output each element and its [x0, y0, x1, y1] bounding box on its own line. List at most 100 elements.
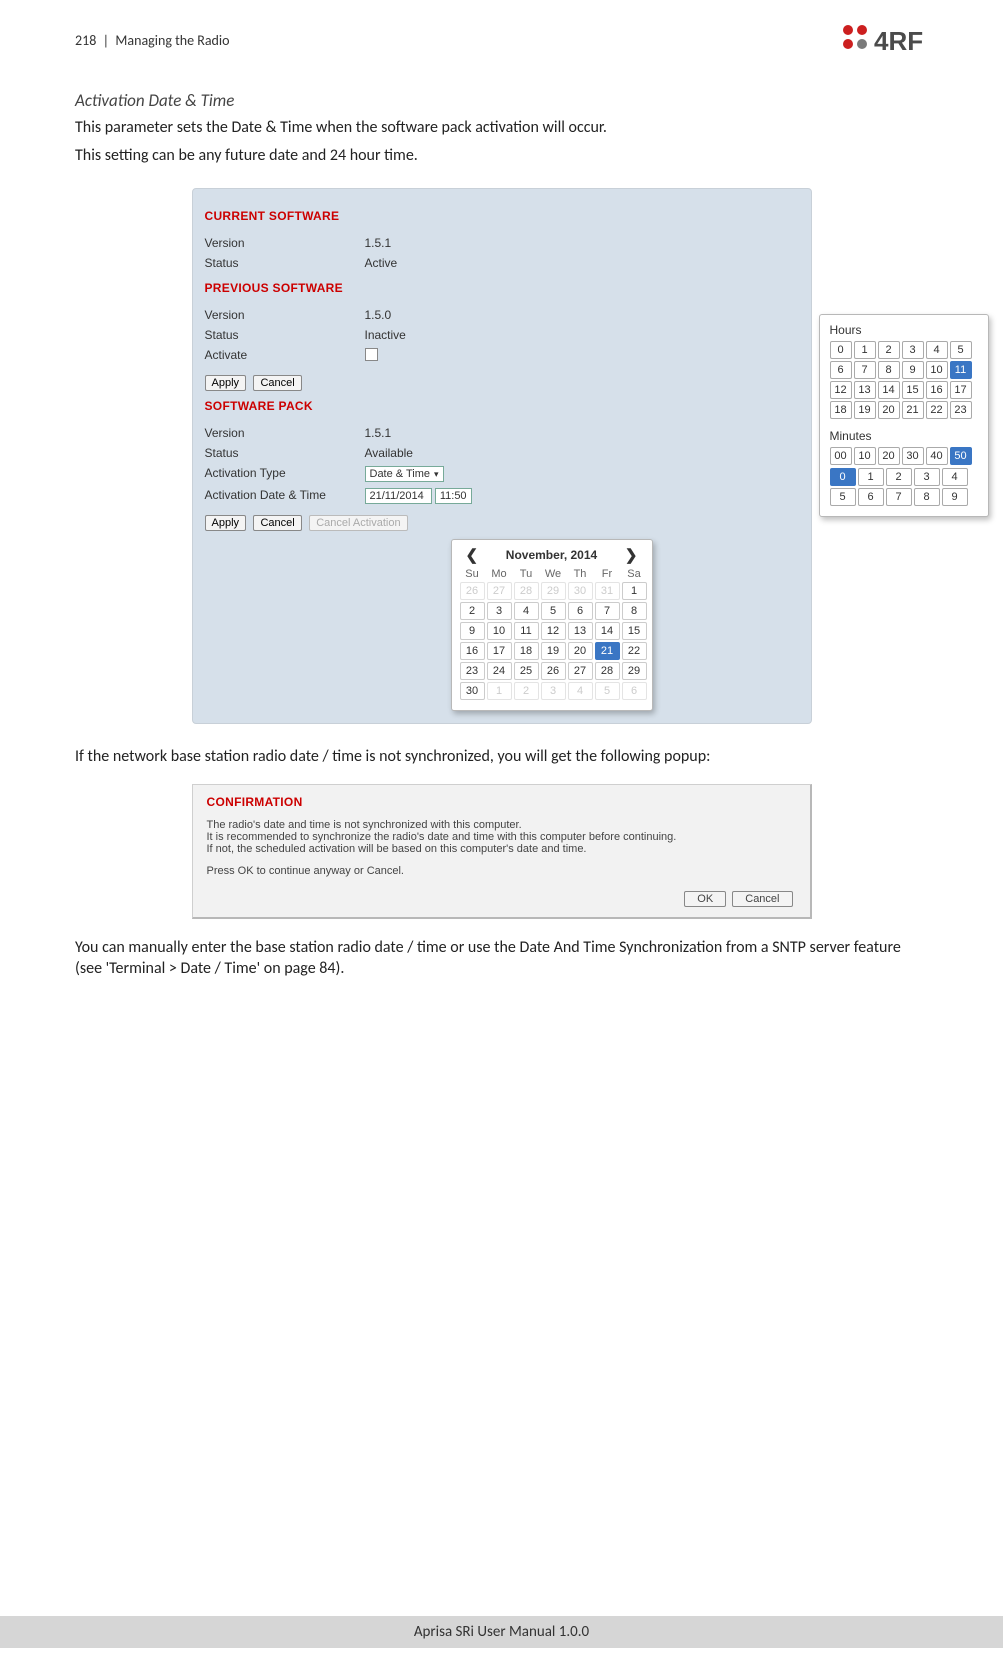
- hour-cell[interactable]: 14: [878, 381, 900, 399]
- confirmation-cancel-button[interactable]: Cancel: [732, 891, 792, 907]
- minute-ones-cell[interactable]: 1: [858, 468, 884, 486]
- activate-checkbox[interactable]: [365, 348, 378, 361]
- minute-ones-cell[interactable]: 9: [942, 488, 968, 506]
- day-cell[interactable]: 5: [541, 602, 566, 620]
- minute-tens-cell[interactable]: 20: [878, 447, 900, 465]
- day-cell[interactable]: 3: [487, 602, 512, 620]
- day-cell-muted[interactable]: 6: [622, 682, 647, 700]
- day-cell-muted[interactable]: 30: [568, 582, 593, 600]
- minute-tens-cell[interactable]: 10: [854, 447, 876, 465]
- hour-cell[interactable]: 23: [950, 401, 972, 419]
- hour-cell[interactable]: 4: [926, 341, 948, 359]
- day-cell-muted[interactable]: 26: [460, 582, 485, 600]
- cancel-button-2[interactable]: Cancel: [253, 515, 301, 531]
- activation-time-input[interactable]: 11:50: [435, 488, 472, 504]
- hour-cell[interactable]: 20: [878, 401, 900, 419]
- day-cell[interactable]: 20: [568, 642, 593, 660]
- day-cell[interactable]: 4: [514, 602, 539, 620]
- day-cell[interactable]: 11: [514, 622, 539, 640]
- day-cell[interactable]: 30: [460, 682, 485, 700]
- day-cell[interactable]: 26: [541, 662, 566, 680]
- minute-tens-cell[interactable]: 40: [926, 447, 948, 465]
- day-cell[interactable]: 12: [541, 622, 566, 640]
- day-cell[interactable]: 17: [487, 642, 512, 660]
- day-cell[interactable]: 8: [622, 602, 647, 620]
- minute-ones-cell[interactable]: 3: [914, 468, 940, 486]
- day-cell[interactable]: 18: [514, 642, 539, 660]
- calendar-next-icon[interactable]: ❯: [619, 546, 644, 564]
- day-cell[interactable]: 1: [622, 582, 647, 600]
- hour-cell[interactable]: 11: [950, 361, 972, 379]
- hour-cell[interactable]: 12: [830, 381, 852, 399]
- cancel-activation-button[interactable]: Cancel Activation: [309, 515, 407, 531]
- day-cell[interactable]: 27: [568, 662, 593, 680]
- dow-cell: We: [541, 568, 566, 580]
- day-cell[interactable]: 16: [460, 642, 485, 660]
- day-cell[interactable]: 9: [460, 622, 485, 640]
- hour-cell[interactable]: 16: [926, 381, 948, 399]
- day-cell-muted[interactable]: 2: [514, 682, 539, 700]
- activation-type-select[interactable]: Date & Time ▾: [365, 466, 444, 482]
- day-cell-muted[interactable]: 4: [568, 682, 593, 700]
- day-cell[interactable]: 2: [460, 602, 485, 620]
- apply-button-2[interactable]: Apply: [205, 515, 247, 531]
- hour-cell[interactable]: 22: [926, 401, 948, 419]
- hour-cell[interactable]: 21: [902, 401, 924, 419]
- hour-cell[interactable]: 8: [878, 361, 900, 379]
- hour-cell[interactable]: 15: [902, 381, 924, 399]
- calendar-prev-icon[interactable]: ❮: [460, 546, 485, 564]
- day-cell[interactable]: 15: [622, 622, 647, 640]
- minute-ones-cell[interactable]: 4: [942, 468, 968, 486]
- day-cell-muted[interactable]: 1: [487, 682, 512, 700]
- day-cell-muted[interactable]: 31: [595, 582, 620, 600]
- minute-ones-cell[interactable]: 7: [886, 488, 912, 506]
- day-cell-muted[interactable]: 3: [541, 682, 566, 700]
- day-cell[interactable]: 10: [487, 622, 512, 640]
- section-title: Activation Date & Time: [75, 90, 928, 111]
- day-cell[interactable]: 25: [514, 662, 539, 680]
- previous-status-row: Status Inactive: [205, 325, 799, 345]
- day-cell[interactable]: 7: [595, 602, 620, 620]
- minute-tens-cell[interactable]: 50: [950, 447, 972, 465]
- day-cell-muted[interactable]: 5: [595, 682, 620, 700]
- minute-ones-cell[interactable]: 5: [830, 488, 856, 506]
- day-cell[interactable]: 24: [487, 662, 512, 680]
- day-cell[interactable]: 28: [595, 662, 620, 680]
- activation-date-input[interactable]: 21/11/2014: [365, 488, 432, 504]
- day-cell[interactable]: 21: [595, 642, 620, 660]
- hour-cell[interactable]: 19: [854, 401, 876, 419]
- hour-cell[interactable]: 6: [830, 361, 852, 379]
- hour-cell[interactable]: 2: [878, 341, 900, 359]
- hour-cell[interactable]: 9: [902, 361, 924, 379]
- hour-cell[interactable]: 18: [830, 401, 852, 419]
- day-cell[interactable]: 14: [595, 622, 620, 640]
- minute-ones-cell[interactable]: 8: [914, 488, 940, 506]
- hour-cell[interactable]: 10: [926, 361, 948, 379]
- hour-cell[interactable]: 1: [854, 341, 876, 359]
- apply-button-1[interactable]: Apply: [205, 375, 247, 391]
- minute-tens-cell[interactable]: 30: [902, 447, 924, 465]
- minute-ones-cell[interactable]: 2: [886, 468, 912, 486]
- day-cell-muted[interactable]: 28: [514, 582, 539, 600]
- day-cell[interactable]: 29: [622, 662, 647, 680]
- cancel-button-1[interactable]: Cancel: [253, 375, 301, 391]
- dow-cell: Sa: [622, 568, 647, 580]
- hour-cell[interactable]: 0: [830, 341, 852, 359]
- confirmation-ok-button[interactable]: OK: [684, 891, 726, 907]
- day-cell[interactable]: 19: [541, 642, 566, 660]
- hour-cell[interactable]: 13: [854, 381, 876, 399]
- current-version-label: Version: [205, 236, 365, 250]
- day-cell[interactable]: 6: [568, 602, 593, 620]
- day-cell[interactable]: 23: [460, 662, 485, 680]
- minute-ones-cell[interactable]: 0: [830, 468, 856, 486]
- hour-cell[interactable]: 7: [854, 361, 876, 379]
- hour-cell[interactable]: 5: [950, 341, 972, 359]
- day-cell[interactable]: 13: [568, 622, 593, 640]
- hour-cell[interactable]: 3: [902, 341, 924, 359]
- hour-cell[interactable]: 17: [950, 381, 972, 399]
- day-cell[interactable]: 22: [622, 642, 647, 660]
- day-cell-muted[interactable]: 27: [487, 582, 512, 600]
- minute-ones-cell[interactable]: 6: [858, 488, 884, 506]
- minute-tens-cell[interactable]: 00: [830, 447, 852, 465]
- day-cell-muted[interactable]: 29: [541, 582, 566, 600]
